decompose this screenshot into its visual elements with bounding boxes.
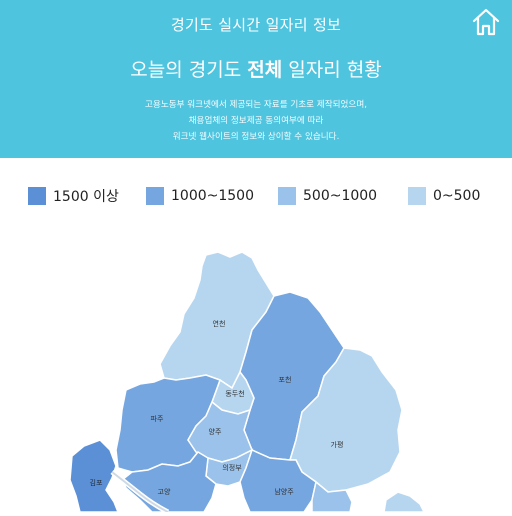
legend-item-1500-plus: 1500 이상 <box>28 185 119 207</box>
description: 고용노동부 워크넷에서 제공되는 자료를 기초로 제작되었으며, 채용업체의 정… <box>0 97 512 145</box>
gyeonggi-map: 연천 포천 동두천 파주 양주 가평 의정부 김포 고양 남양주 <box>0 215 512 515</box>
description-line: 채용업체의 정보제공 동의여부에 따라 <box>188 116 324 126</box>
legend-swatch <box>408 187 426 205</box>
legend-item-500-1000: 500~1000 <box>278 185 377 207</box>
legend-swatch <box>278 187 296 205</box>
headline-prefix: 오늘의 경기도 <box>130 59 248 81</box>
description-line: 워크넷 웹사이트의 정보와 상이할 수 있습니다. <box>172 132 340 142</box>
legend-swatch <box>28 187 46 205</box>
region-east-fragment[interactable] <box>383 491 426 513</box>
region-label: 김포 <box>90 479 103 487</box>
legend-label: 0~500 <box>433 188 481 204</box>
region-label: 양주 <box>209 428 222 436</box>
region-label: 포천 <box>279 375 292 384</box>
legend: 1500 이상 1000~1500 500~1000 0~500 <box>0 185 512 207</box>
legend-swatch <box>146 187 164 205</box>
region-label: 가평 <box>331 440 344 449</box>
home-button[interactable] <box>470 6 502 38</box>
description-line: 고용노동부 워크넷에서 제공되는 자료를 기초로 제작되었으며, <box>145 100 367 110</box>
region-label: 고양 <box>158 488 171 496</box>
region-label: 파주 <box>151 414 164 423</box>
headline-strong: 전체 <box>247 59 283 81</box>
headline-suffix: 일자리 현황 <box>282 59 382 81</box>
legend-item-0-500: 0~500 <box>408 185 480 207</box>
legend-label: 1000~1500 <box>171 188 254 204</box>
map-svg: 연천 포천 동두천 파주 양주 가평 의정부 김포 고양 남양주 <box>69 251 426 515</box>
region-label: 동두천 <box>225 389 244 398</box>
app-title: 경기도 실시간 일자리 정보 <box>170 16 342 34</box>
legend-item-1000-1500: 1000~1500 <box>146 185 254 207</box>
legend-label: 500~1000 <box>303 188 378 204</box>
region-south-fragment[interactable] <box>311 480 353 513</box>
region-label: 연천 <box>213 319 226 328</box>
home-icon <box>472 8 500 36</box>
region-gimpo[interactable] <box>69 439 120 513</box>
legend-label: 1500 이상 <box>53 189 119 205</box>
page-headline: 오늘의 경기도 전체 일자리 현황 <box>0 55 512 82</box>
region-label: 의정부 <box>222 463 242 472</box>
region-label: 남양주 <box>274 487 294 496</box>
river-line-inner <box>111 471 169 513</box>
header-banner: 경기도 실시간 일자리 정보 오늘의 경기도 전체 일자리 현황 고용노동부 워… <box>0 0 512 158</box>
